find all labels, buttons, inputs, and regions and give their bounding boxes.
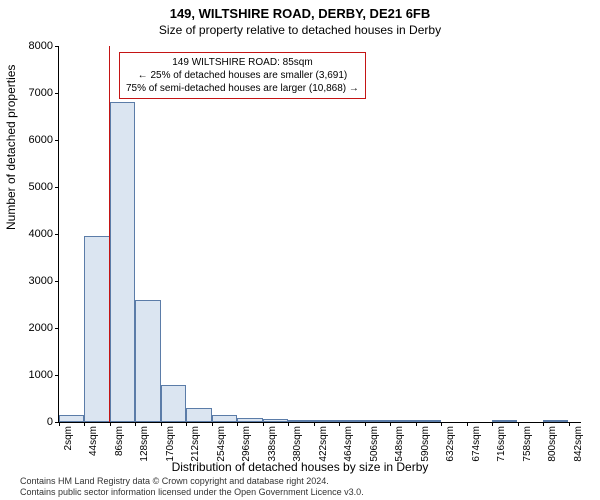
xtick-label: 800sqm bbox=[547, 426, 558, 462]
ytick bbox=[55, 46, 59, 47]
xtick-label: 632sqm bbox=[445, 426, 456, 462]
xtick bbox=[518, 422, 519, 426]
ytick bbox=[55, 281, 59, 282]
xtick bbox=[161, 422, 162, 426]
ytick-label: 0 bbox=[47, 416, 53, 428]
xtick-label: 254sqm bbox=[216, 426, 227, 462]
plot-area: 0100020003000400050006000700080002sqm44s… bbox=[58, 46, 581, 423]
histogram-bar bbox=[492, 420, 517, 422]
xtick bbox=[84, 422, 85, 426]
xtick-label: 380sqm bbox=[292, 426, 303, 462]
histogram-bar bbox=[288, 420, 313, 422]
ytick-label: 7000 bbox=[29, 87, 53, 99]
ytick-label: 6000 bbox=[29, 134, 53, 146]
ytick bbox=[55, 93, 59, 94]
xtick-label: 590sqm bbox=[420, 426, 431, 462]
xtick bbox=[237, 422, 238, 426]
xtick-label: 674sqm bbox=[471, 426, 482, 462]
histogram-bar bbox=[339, 420, 364, 422]
copyright-text: Contains HM Land Registry data © Crown c… bbox=[20, 476, 364, 498]
ytick-label: 1000 bbox=[29, 369, 53, 381]
copyright-line1: Contains HM Land Registry data © Crown c… bbox=[20, 476, 364, 487]
xtick bbox=[212, 422, 213, 426]
property-marker-line bbox=[109, 46, 110, 422]
histogram-bar bbox=[415, 420, 440, 422]
xtick-label: 212sqm bbox=[190, 426, 201, 462]
xtick bbox=[59, 422, 60, 426]
chart-subtitle: Size of property relative to detached ho… bbox=[0, 21, 600, 41]
xtick-label: 422sqm bbox=[318, 426, 329, 462]
ytick-label: 3000 bbox=[29, 275, 53, 287]
annotation-line: ← 25% of detached houses are smaller (3,… bbox=[126, 69, 359, 82]
xtick-label: 170sqm bbox=[165, 426, 176, 462]
xtick bbox=[288, 422, 289, 426]
xtick bbox=[314, 422, 315, 426]
ytick-label: 2000 bbox=[29, 322, 53, 334]
xtick bbox=[569, 422, 570, 426]
histogram-bar bbox=[59, 415, 84, 422]
histogram-bar bbox=[186, 408, 211, 422]
xtick bbox=[135, 422, 136, 426]
xtick bbox=[492, 422, 493, 426]
xtick bbox=[467, 422, 468, 426]
histogram-bar bbox=[161, 385, 186, 422]
xtick bbox=[416, 422, 417, 426]
histogram-bar bbox=[84, 236, 109, 422]
xtick-label: 128sqm bbox=[139, 426, 150, 462]
x-axis-label: Distribution of detached houses by size … bbox=[0, 460, 600, 474]
xtick-label: 464sqm bbox=[343, 426, 354, 462]
histogram-bar bbox=[212, 415, 237, 422]
xtick-label: 44sqm bbox=[88, 426, 99, 456]
xtick-label: 2sqm bbox=[63, 426, 74, 450]
ytick bbox=[55, 187, 59, 188]
xtick-label: 296sqm bbox=[241, 426, 252, 462]
ytick bbox=[55, 375, 59, 376]
histogram-bar bbox=[543, 420, 568, 422]
histogram-bar bbox=[263, 419, 288, 422]
xtick-label: 86sqm bbox=[114, 426, 125, 456]
xtick bbox=[365, 422, 366, 426]
histogram-bar bbox=[314, 420, 339, 422]
xtick-label: 338sqm bbox=[267, 426, 278, 462]
xtick bbox=[339, 422, 340, 426]
histogram-bar bbox=[365, 420, 390, 422]
ytick bbox=[55, 234, 59, 235]
ytick-label: 4000 bbox=[29, 228, 53, 240]
chart-title: 149, WILTSHIRE ROAD, DERBY, DE21 6FB bbox=[0, 0, 600, 21]
copyright-line2: Contains public sector information licen… bbox=[20, 487, 364, 498]
ytick-label: 8000 bbox=[29, 40, 53, 52]
annotation-box: 149 WILTSHIRE ROAD: 85sqm← 25% of detach… bbox=[119, 52, 366, 99]
xtick bbox=[186, 422, 187, 426]
ytick bbox=[55, 140, 59, 141]
annotation-line: 75% of semi-detached houses are larger (… bbox=[126, 82, 359, 95]
xtick bbox=[263, 422, 264, 426]
histogram-bar bbox=[390, 420, 415, 422]
annotation-line: 149 WILTSHIRE ROAD: 85sqm bbox=[126, 56, 359, 69]
xtick-label: 716sqm bbox=[496, 426, 507, 462]
xtick-label: 548sqm bbox=[394, 426, 405, 462]
xtick-label: 842sqm bbox=[573, 426, 584, 462]
xtick bbox=[543, 422, 544, 426]
xtick bbox=[110, 422, 111, 426]
histogram-bar bbox=[135, 300, 160, 422]
y-axis-label: Number of detached properties bbox=[4, 65, 18, 230]
histogram-bar bbox=[110, 102, 135, 422]
ytick bbox=[55, 328, 59, 329]
xtick-label: 758sqm bbox=[522, 426, 533, 462]
xtick bbox=[441, 422, 442, 426]
ytick-label: 5000 bbox=[29, 181, 53, 193]
xtick bbox=[390, 422, 391, 426]
histogram-bar bbox=[237, 418, 262, 422]
xtick-label: 506sqm bbox=[369, 426, 380, 462]
